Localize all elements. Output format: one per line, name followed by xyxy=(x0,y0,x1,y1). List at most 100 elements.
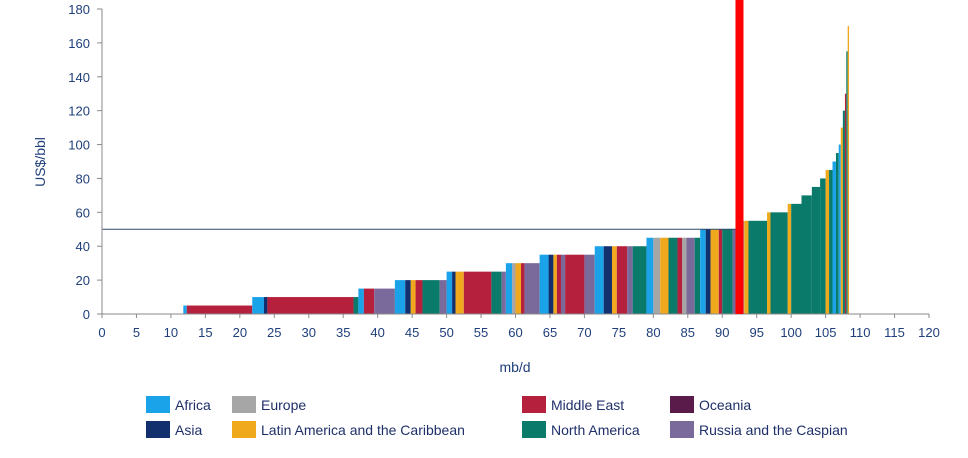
bar-north-america-38 xyxy=(632,246,647,314)
bar-europe-22 xyxy=(512,263,516,314)
x-tick-label: 80 xyxy=(646,325,660,340)
bar-latin-america-and-the-caribbean-72 xyxy=(847,25,850,314)
bar-africa-21 xyxy=(505,263,513,314)
highlight-vertical-line xyxy=(735,0,744,314)
bar-middle-east-70 xyxy=(844,93,847,314)
bar-middle-east-29 xyxy=(556,254,561,314)
y-tick-label: 180 xyxy=(68,2,90,17)
x-tick-label: 100 xyxy=(780,325,802,340)
bar-latin-america-and-the-caribbean-35 xyxy=(611,246,617,314)
bar-asia-27 xyxy=(548,254,554,314)
legend-item-oceania: Oceania xyxy=(670,396,751,413)
bar-middle-east-50 xyxy=(718,229,723,314)
legend-swatch xyxy=(522,421,546,438)
x-axis-label: mb/d xyxy=(499,359,530,375)
legend-swatch xyxy=(670,396,694,413)
x-tick-label: 110 xyxy=(850,325,871,340)
bar-north-america-57 xyxy=(770,212,788,314)
bar-middle-east-4 xyxy=(267,297,354,314)
bar-russia-and-the-caspian-25 xyxy=(524,263,540,314)
x-tick-label: 15 xyxy=(198,325,212,340)
x-tick-label: 55 xyxy=(474,325,488,340)
y-tick-label: 100 xyxy=(68,138,90,153)
bar-north-america-19 xyxy=(491,271,502,314)
y-tick-label: 140 xyxy=(68,70,90,85)
y-tick-label: 160 xyxy=(68,36,90,51)
bar-europe-44 xyxy=(682,237,687,314)
bar-latin-america-and-the-caribbean-63 xyxy=(825,169,830,314)
highlight-layer xyxy=(735,0,744,314)
bar-russia-and-the-caspian-45 xyxy=(686,237,695,314)
bar-russia-and-the-caspian-20 xyxy=(501,271,506,314)
bar-africa-15 xyxy=(446,271,453,314)
bar-middle-east-36 xyxy=(616,246,628,314)
legend-item-north-america: North America xyxy=(522,421,640,438)
bar-africa-33 xyxy=(594,246,604,314)
bar-latin-america-and-the-caribbean-17 xyxy=(455,271,464,314)
bar-russia-and-the-caspian-37 xyxy=(627,246,633,314)
y-tick-label: 0 xyxy=(83,307,90,322)
legend-label: North America xyxy=(551,422,640,438)
y-axis-label: US$/bbl xyxy=(32,137,48,187)
bar-africa-47 xyxy=(700,229,706,314)
x-tick-label: 0 xyxy=(98,325,105,340)
bar-africa-65 xyxy=(832,161,836,314)
bar-africa-6 xyxy=(358,288,364,314)
legend: Africa Europe Middle East Oceania Asia Latin … xyxy=(146,396,848,438)
x-tick-label: 85 xyxy=(681,325,695,340)
legend-item-middle-east: Middle East xyxy=(522,396,624,413)
bar-north-america-71 xyxy=(846,51,848,314)
y-tick-label: 120 xyxy=(68,104,90,119)
x-tick-label: 25 xyxy=(267,325,281,340)
bar-russia-and-the-caspian-52 xyxy=(732,229,737,314)
bar-north-america-5 xyxy=(353,297,359,314)
legend-swatch xyxy=(232,421,256,438)
legend-item-europe: Europe xyxy=(232,396,306,413)
x-tick-label: 30 xyxy=(302,325,316,340)
bar-latin-america-and-the-caribbean-68 xyxy=(840,127,843,314)
x-tick-label: 40 xyxy=(370,325,384,340)
x-tick-label: 10 xyxy=(164,325,178,340)
x-tick-label: 120 xyxy=(918,325,940,340)
bar-africa-9 xyxy=(394,280,406,314)
bar-north-america-69 xyxy=(842,110,845,315)
legend-item-asia: Asia xyxy=(146,421,202,438)
bar-russia-and-the-caspian-8 xyxy=(374,288,395,314)
bar-russia-and-the-caspian-30 xyxy=(560,254,566,314)
bar-africa-39 xyxy=(646,237,654,314)
bars-layer xyxy=(183,25,850,315)
legend-swatch xyxy=(232,396,256,413)
bar-middle-east-1 xyxy=(186,305,253,314)
bar-middle-east-18 xyxy=(463,271,492,314)
y-tick-label: 20 xyxy=(76,273,90,288)
legend-swatch xyxy=(670,421,694,438)
x-tick-label: 65 xyxy=(543,325,557,340)
x-tick-label: 20 xyxy=(233,325,247,340)
bar-africa-2 xyxy=(252,297,264,314)
legend-item-africa: Africa xyxy=(146,396,211,413)
bar-latin-america-and-the-caribbean-41 xyxy=(660,237,669,314)
bar-asia-10 xyxy=(405,280,411,314)
legend-label: Europe xyxy=(261,397,306,413)
x-tick-label: 105 xyxy=(815,325,837,340)
x-tick-label: 115 xyxy=(884,325,905,340)
bar-latin-america-and-the-caribbean-56 xyxy=(767,212,771,314)
bar-latin-america-and-the-caribbean-23 xyxy=(515,263,522,314)
x-tick-label: 75 xyxy=(612,325,626,340)
y-tick-label: 40 xyxy=(76,239,90,254)
y-tick-label: 80 xyxy=(76,171,90,186)
legend-swatch xyxy=(146,421,170,438)
bar-north-america-61 xyxy=(811,186,821,314)
x-tick-label: 60 xyxy=(508,325,522,340)
bar-latin-america-and-the-caribbean-11 xyxy=(410,280,416,314)
bar-middle-east-12 xyxy=(415,280,423,314)
legend-swatch xyxy=(146,396,170,413)
axes-layer: 0 20 40 60 80 100 120 140 160 180 0 5 10 15 20 25 30 35 40… xyxy=(68,2,940,340)
x-tick-label: 90 xyxy=(715,325,729,340)
bar-middle-east-24 xyxy=(521,263,525,314)
legend-swatch xyxy=(522,396,546,413)
bar-latin-america-and-the-caribbean-49 xyxy=(710,229,719,314)
legend-item-russia-and-the-caspian: Russia and the Caspian xyxy=(670,421,848,438)
legend-item-latin-america-and-the-caribbean: Latin America and the Caribbean xyxy=(232,421,465,438)
